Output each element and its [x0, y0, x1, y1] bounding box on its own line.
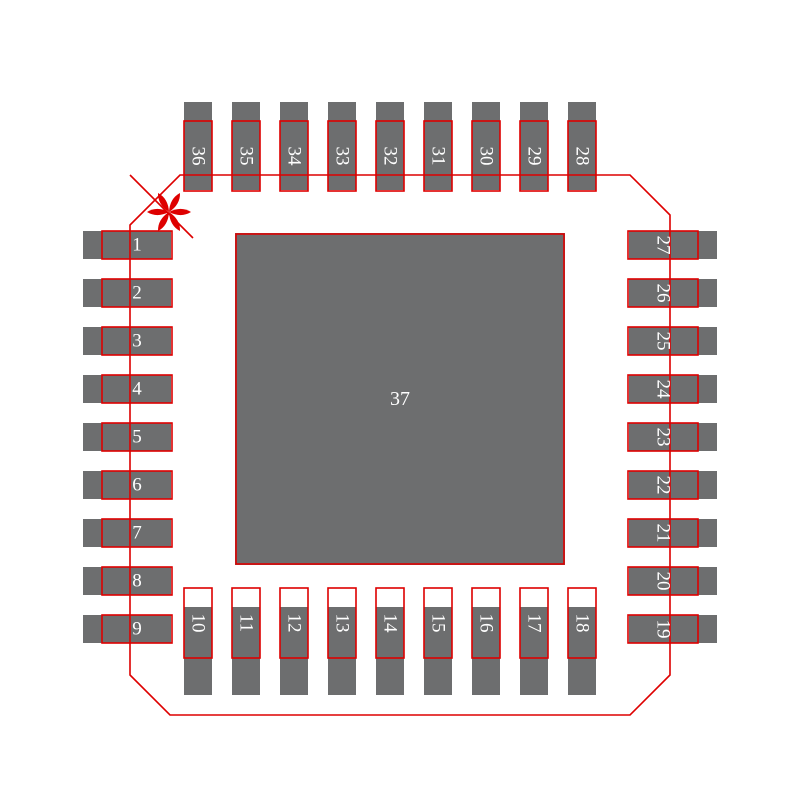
- pin-label: 6: [132, 475, 142, 496]
- pin-label: 8: [132, 571, 142, 592]
- pad: [83, 615, 171, 643]
- pin-label: 11: [236, 614, 257, 632]
- pin-label: 2: [132, 283, 142, 304]
- pin-label: 26: [653, 284, 674, 303]
- pad: [83, 519, 171, 547]
- pin-label: 16: [476, 614, 497, 633]
- pin-label: 9: [132, 619, 142, 640]
- pin-label: 1: [132, 235, 142, 256]
- pin-label: 29: [524, 147, 545, 166]
- pin-label: 32: [380, 147, 401, 166]
- pin-label: 30: [476, 147, 497, 166]
- pin-label: 14: [380, 614, 401, 634]
- pad: [83, 279, 171, 307]
- qfn-footprint-diagram: 3712345678927262524232221201936353433323…: [0, 0, 800, 800]
- pin-label: 15: [428, 614, 449, 633]
- pin-label: 27: [653, 236, 674, 255]
- pin-label: 13: [332, 614, 353, 633]
- pin-label: 25: [653, 332, 674, 351]
- pin-label: 23: [653, 428, 674, 447]
- pin-label: 33: [332, 147, 353, 166]
- pin-label: 24: [653, 380, 674, 400]
- pin-label: 7: [132, 523, 142, 544]
- pin-label: 36: [188, 147, 209, 166]
- pin-label: 19: [653, 620, 674, 639]
- pin-label: 28: [572, 147, 593, 166]
- pin-label: 34: [284, 147, 305, 167]
- pin-label: 18: [572, 614, 593, 633]
- pin-label: 17: [524, 614, 545, 633]
- pin-label: 21: [653, 524, 674, 543]
- pin-label: 22: [653, 476, 674, 495]
- pin-label: 10: [188, 614, 209, 633]
- pad: [83, 231, 171, 259]
- pin-label: 20: [653, 572, 674, 591]
- pad: [83, 327, 171, 355]
- pin-label: 12: [284, 614, 305, 633]
- pin-label: 31: [428, 147, 449, 166]
- pin-label: 4: [132, 379, 142, 400]
- pad: [83, 375, 171, 403]
- die-pad-label: 37: [390, 388, 410, 410]
- pin-label: 3: [132, 331, 142, 352]
- pin-label: 5: [132, 427, 142, 448]
- pad: [83, 567, 171, 595]
- pad: [83, 423, 171, 451]
- pad: [83, 471, 171, 499]
- pin-label: 35: [236, 147, 257, 166]
